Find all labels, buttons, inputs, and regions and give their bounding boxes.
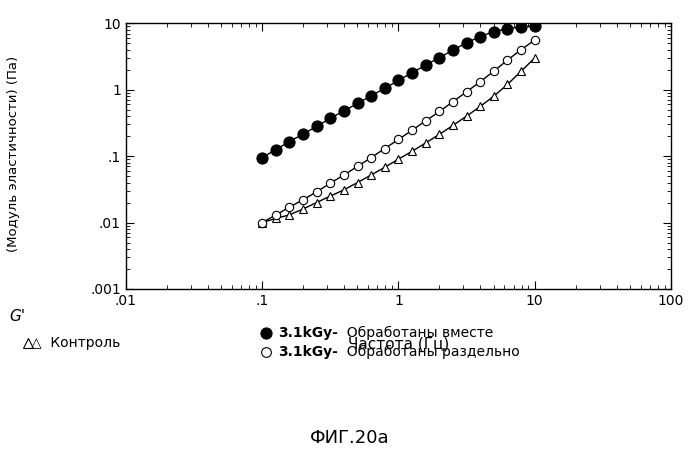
Text: G': G': [9, 309, 26, 324]
Text: ФИГ.20а: ФИГ.20а: [310, 429, 389, 447]
Text: 3.1kGy-: 3.1kGy-: [278, 326, 338, 340]
Text: Обработаны вместе: Обработаны вместе: [338, 326, 493, 340]
Text: 3.1kGy-: 3.1kGy-: [278, 345, 338, 359]
Text: (Модуль эластичности) (Па): (Модуль эластичности) (Па): [7, 56, 20, 252]
Text: Обработаны раздельно: Обработаны раздельно: [338, 345, 519, 359]
Text: Частота (Гц): Частота (Гц): [348, 337, 449, 352]
Text: △  Контроль: △ Контроль: [31, 336, 121, 350]
